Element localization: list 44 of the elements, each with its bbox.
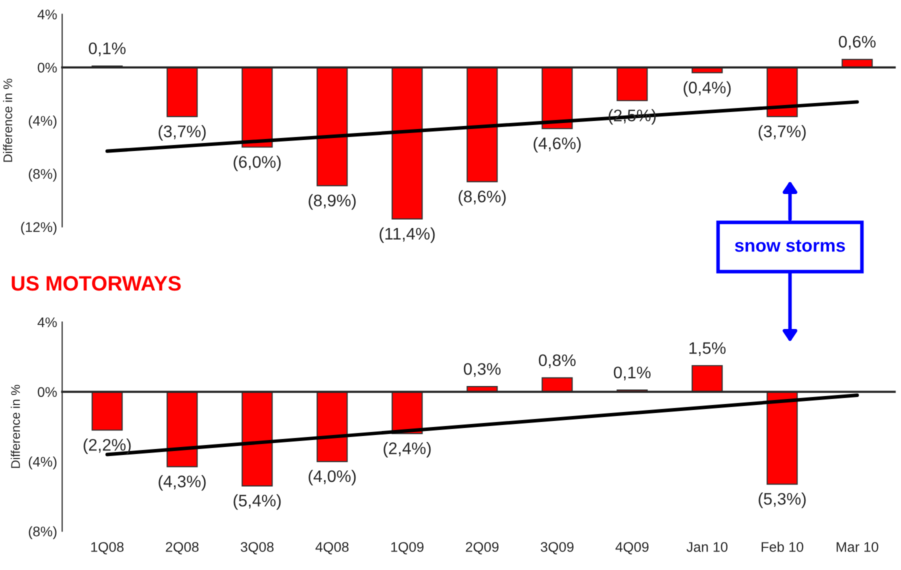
x-tick-label: 4Q08 bbox=[316, 542, 349, 554]
y-tick-label: 4% bbox=[38, 10, 57, 20]
x-tick-label: 2Q09 bbox=[466, 542, 499, 554]
x-tick-label: 3Q08 bbox=[240, 542, 274, 554]
data-label: (3,7%) bbox=[758, 125, 806, 141]
y-tick-label: 4% bbox=[38, 317, 57, 328]
data-label: 0,6% bbox=[838, 36, 876, 50]
data-label: (8,6%) bbox=[458, 190, 506, 206]
x-tick-label: Feb 10 bbox=[762, 542, 804, 552]
data-label: (0,4%) bbox=[684, 81, 731, 97]
data-label: (6,0%) bbox=[234, 156, 281, 172]
data-label: (11,4%) bbox=[380, 227, 435, 243]
y-tick-label: (12%) bbox=[21, 222, 56, 235]
y-axis-title: Difference in % bbox=[10, 384, 20, 468]
chart-title: US MOTORWAYS bbox=[12, 276, 181, 291]
data-label: 0,1% bbox=[88, 42, 126, 56]
text: snow storms bbox=[734, 240, 845, 252]
data-label: (8,9%) bbox=[308, 194, 356, 210]
data-label: 0,8% bbox=[538, 354, 576, 368]
x-tick-label: 3Q09 bbox=[540, 542, 574, 554]
y-tick-label: 0% bbox=[38, 387, 57, 397]
x-tick-label: Jan 10 bbox=[686, 542, 728, 552]
x-tick-label: 4Q09 bbox=[616, 542, 649, 554]
x-tick-label: 1Q08 bbox=[91, 542, 124, 554]
data-label: 1,5% bbox=[689, 342, 726, 356]
data-label: (2,4%) bbox=[384, 442, 431, 458]
data-label: (4,6%) bbox=[534, 137, 581, 153]
x-tick-label: 2Q08 bbox=[166, 542, 199, 554]
data-label: (4,0%) bbox=[308, 470, 356, 486]
y-tick-label: (4%) bbox=[28, 116, 56, 128]
data-label: (3,7%) bbox=[158, 125, 206, 141]
y-tick-label: 0% bbox=[38, 62, 57, 73]
y-tick-label: (8%) bbox=[28, 168, 56, 182]
data-label: (2,2%) bbox=[84, 438, 131, 454]
data-label: (5,3%) bbox=[758, 492, 806, 508]
data-label: 0,1% bbox=[614, 366, 651, 380]
y-tick-label: (8%) bbox=[28, 526, 56, 540]
data-label: (5,4%) bbox=[234, 494, 281, 510]
x-tick-label: 1Q09 bbox=[391, 542, 424, 554]
x-tick-label: Mar 10 bbox=[836, 542, 878, 552]
y-axis-title: Difference in % bbox=[3, 78, 12, 162]
data-label: 0,3% bbox=[464, 363, 501, 377]
y-tick-label: (4%) bbox=[28, 456, 56, 470]
data-label: (4,3%) bbox=[158, 475, 206, 491]
